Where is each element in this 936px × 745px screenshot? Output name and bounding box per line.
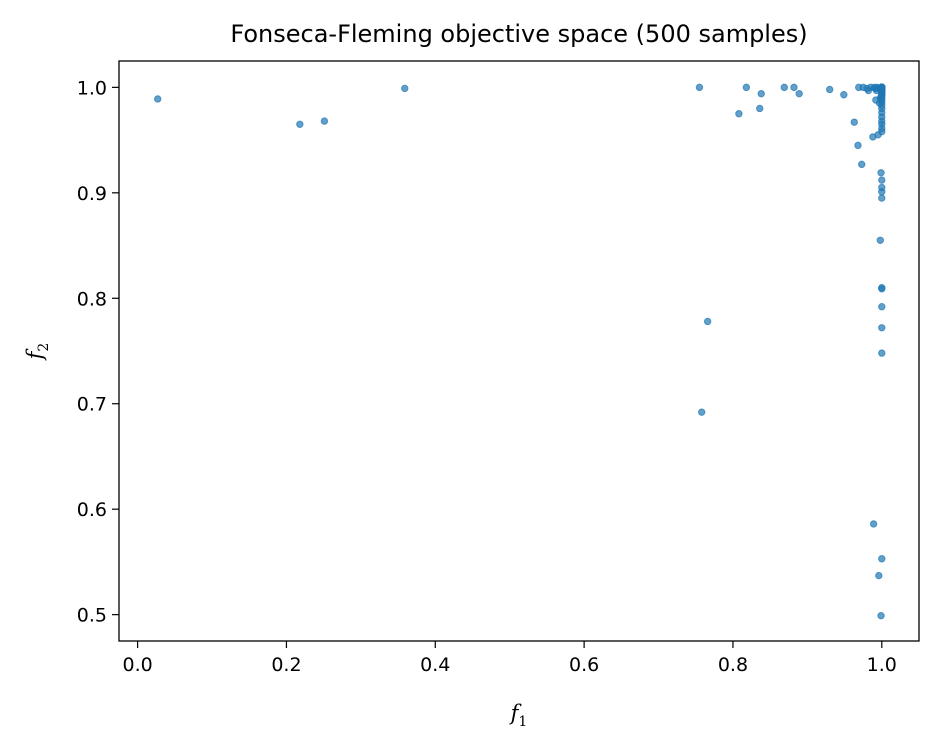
data-point [320, 117, 329, 125]
x-tick-label: 1.0 [867, 654, 897, 676]
data-point [780, 83, 789, 92]
y-axis-label: f2 [23, 343, 52, 362]
y-tick-label: 0.8 [77, 288, 107, 310]
data-point [875, 571, 883, 580]
x-axis-label: f1 [509, 701, 528, 730]
x-tick-label: 0.2 [271, 654, 301, 676]
data-point [878, 555, 886, 563]
data-point [695, 83, 704, 92]
chart-title: Fonseca-Fleming objective space (500 sam… [230, 20, 807, 48]
y-tick-label: 1.0 [77, 77, 107, 99]
data-point [401, 84, 409, 93]
x-tick-label: 0.8 [718, 654, 748, 676]
data-point [697, 408, 706, 416]
data-point [153, 95, 162, 103]
data-point [878, 324, 886, 332]
plot-frame [118, 60, 920, 642]
y-tick-label: 0.6 [77, 499, 107, 521]
data-point [878, 349, 886, 357]
data-point [869, 520, 878, 528]
data-point [296, 120, 304, 128]
x-tick-label: 0.0 [122, 654, 152, 676]
data-point [854, 141, 862, 150]
data-point [757, 89, 765, 98]
data-point [795, 89, 803, 98]
data-point [878, 284, 886, 292]
y-tick-label: 0.5 [77, 605, 107, 627]
x-tick-label: 0.4 [420, 654, 450, 676]
y-tick-label: 0.7 [77, 394, 107, 416]
data-point [735, 110, 743, 118]
data-point [790, 83, 798, 92]
data-point [857, 160, 866, 169]
data-point [878, 303, 886, 311]
plot-points [153, 83, 886, 620]
x-axis: 0.0 0.2 0.4 0.6 0.8 1.0 [122, 641, 897, 676]
y-tick-label: 0.9 [77, 183, 107, 205]
data-point [703, 317, 712, 326]
data-point [742, 83, 751, 92]
data-point [756, 104, 764, 113]
x-tick-label: 0.6 [569, 654, 599, 676]
data-point [878, 83, 886, 92]
data-point [876, 236, 885, 244]
data-point [878, 194, 886, 202]
data-point [878, 176, 886, 184]
data-point [877, 169, 885, 177]
data-point [878, 183, 886, 192]
data-point [840, 91, 848, 99]
data-point [825, 85, 834, 94]
y-axis: 0.5 0.6 0.7 0.8 0.9 1.0 [77, 77, 119, 627]
data-point [877, 611, 885, 620]
data-point [850, 118, 858, 126]
